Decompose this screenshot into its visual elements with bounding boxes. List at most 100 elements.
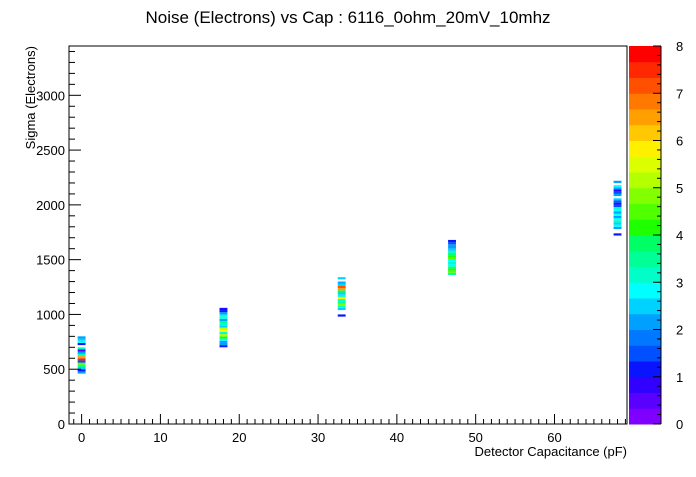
- heatmap-cell: [77, 336, 86, 339]
- heatmap-cell: [613, 187, 622, 190]
- heatmap-cell: [613, 200, 622, 203]
- heatmap-cell: [613, 215, 622, 219]
- color-scale-swatch: [629, 298, 661, 315]
- x-tick-label: 10: [153, 430, 167, 445]
- heatmap-cell: [613, 224, 622, 227]
- heatmap-cell: [613, 191, 622, 194]
- heatmap-cell: [613, 193, 622, 197]
- x-tick-label: 50: [468, 430, 482, 445]
- y-axis: 0 500 1000 1500 2000 2500 3000: [36, 50, 81, 432]
- color-scale-tick-label: 5: [676, 181, 683, 196]
- color-scale-swatch: [629, 376, 661, 393]
- heatmap-cell: [448, 266, 456, 269]
- color-scale-swatch: [629, 361, 661, 378]
- heatmap-cell: [448, 261, 456, 265]
- heatmap-cell: [448, 257, 456, 260]
- heatmap-cell: [77, 371, 86, 374]
- x-axis: 0 10 20 30 40 50 60: [73, 414, 626, 445]
- color-scale-swatch: [629, 329, 661, 346]
- color-scale-swatch: [629, 266, 661, 283]
- color-scale-tick-label: 1: [676, 370, 683, 385]
- color-scale-swatch: [629, 140, 661, 157]
- heatmap-cell: [337, 277, 346, 280]
- heatmap-cell: [77, 347, 86, 350]
- color-scale-swatch: [629, 93, 661, 110]
- color-scale-tick-label: 4: [676, 228, 683, 243]
- x-tick-label: 20: [232, 430, 246, 445]
- heatmap-cell: [448, 239, 456, 243]
- heatmap-cell: [219, 345, 228, 348]
- heatmap-cell: [77, 353, 86, 357]
- color-scale-tick-label: 6: [676, 134, 683, 149]
- heatmap-cell: [337, 299, 346, 302]
- heatmap-cell: [337, 307, 346, 311]
- heatmap-cell: [448, 264, 456, 267]
- y-axis-title: Sigma (Electrons): [23, 46, 38, 149]
- heatmap-cell: [448, 255, 456, 258]
- heatmap-cell: [613, 180, 622, 183]
- color-scale-swatch: [629, 156, 661, 173]
- y-tick-label: 3000: [36, 88, 65, 103]
- heatmap-cell: [77, 360, 86, 363]
- heatmap-cell: [219, 340, 228, 343]
- color-scale-swatch: [629, 408, 661, 425]
- color-scale-swatch: [629, 392, 661, 409]
- heatmap-cell: [219, 342, 228, 346]
- heatmap-cell: [219, 334, 228, 337]
- color-scale-swatch: [629, 61, 661, 78]
- heatmap-cell: [219, 331, 228, 335]
- color-scale-swatch: [629, 203, 661, 220]
- heatmap-cell: [448, 246, 456, 249]
- heatmap-cell: [337, 303, 346, 306]
- color-scale-swatch: [629, 345, 661, 362]
- heatmap-cell: [613, 189, 622, 192]
- heatmap-cell: [337, 314, 346, 317]
- heatmap-cell: [613, 198, 622, 201]
- x-tick-label: 40: [390, 430, 404, 445]
- color-scale-swatch: [629, 250, 661, 267]
- heatmap-cell: [613, 209, 622, 212]
- color-scale-swatch: [629, 172, 661, 189]
- x-tick-label: 30: [311, 430, 325, 445]
- heatmap-cell: [337, 290, 346, 293]
- heatmap-cell: [77, 351, 86, 354]
- heatmap-cell: [337, 288, 346, 291]
- heatmap-cell: [77, 340, 86, 343]
- color-scale-tick-label: 7: [676, 86, 683, 101]
- heatmap-cell: [613, 233, 622, 236]
- heatmap-cell: [337, 292, 346, 295]
- heatmap-cell: [219, 336, 228, 339]
- color-scale-tick-label: 0: [676, 417, 683, 432]
- heatmap-cell: [219, 321, 228, 324]
- heatmap-cell: [448, 270, 456, 273]
- heatmap-cell: [448, 268, 456, 271]
- heatmap-cell: [219, 314, 228, 317]
- y-tick-label: 1500: [36, 253, 65, 268]
- heatmap-cell: [77, 367, 86, 370]
- heatmap-cell: [613, 220, 622, 223]
- heatmap-cell: [219, 323, 228, 326]
- y-tick-label: 0: [58, 417, 65, 432]
- heatmap-cell: [337, 305, 346, 308]
- x-axis-title: Detector Capacitance (pF): [475, 444, 627, 459]
- color-scale-swatch: [629, 124, 661, 141]
- heatmap-cell: [613, 226, 622, 229]
- color-scale-swatch: [629, 282, 661, 299]
- heatmap-cell: [613, 222, 622, 225]
- heatmap-cell: [613, 185, 622, 188]
- y-tick-label: 500: [43, 362, 65, 377]
- color-scale-swatch: [629, 109, 661, 126]
- heatmap-cell: [613, 204, 622, 208]
- heatmap-cell: [337, 285, 346, 289]
- heatmap-cell: [448, 242, 456, 245]
- heatmap-cell: [337, 281, 346, 284]
- heatmap-cell: [613, 211, 622, 214]
- heatmap-cell: [219, 338, 228, 341]
- color-scale-tick-label: 3: [676, 275, 683, 290]
- heatmap-cells: [77, 180, 622, 374]
- heatmap-cell: [448, 250, 456, 254]
- heatmap-cell: [219, 318, 228, 322]
